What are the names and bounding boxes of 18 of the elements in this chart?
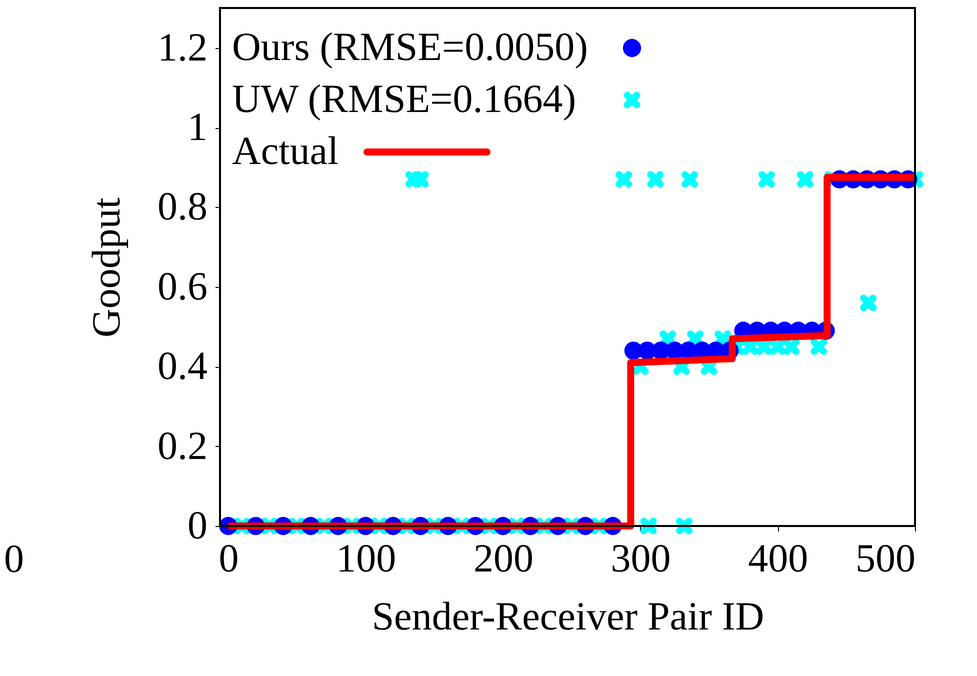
y-tick-label: 0 [188,502,208,548]
y-tick-label: 0.2 [158,422,208,468]
y-tick-label: 1.2 [158,24,208,70]
x-tick-label: 400 [748,536,808,580]
y-tick-label: 0.4 [158,343,208,388]
y-tick-label: 1 [188,104,208,150]
x-tick-label: 300 [610,536,671,580]
x-tick-label: 500 [856,536,916,580]
y-tick-label: 0.8 [158,184,208,229]
legend-label: UW (RMSE=0.1664) [232,76,576,121]
x-tick-label: 100 [336,536,396,580]
x-axis-title: Sender-Receiver Pair ID [372,594,764,638]
x-tick-label: 0 [218,536,239,580]
legend-label: Ours (RMSE=0.0050) [232,24,588,69]
y-tick-label: 0.6 [158,263,208,308]
x-tick-label: 200 [473,536,534,580]
y-axis-title: Goodput [84,198,128,338]
legend-label: Actual [232,128,339,173]
